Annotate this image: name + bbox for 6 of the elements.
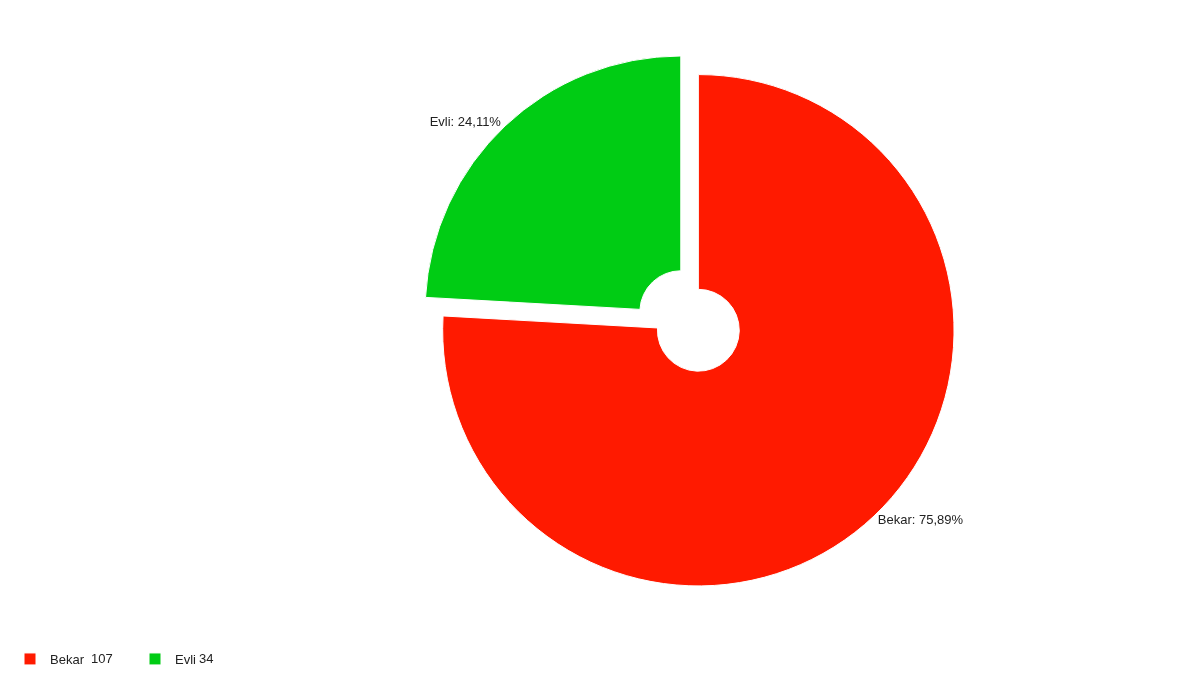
legend-label: Bekar bbox=[50, 652, 85, 668]
legend-label: Evli bbox=[175, 652, 197, 668]
text: 34 bbox=[199, 651, 214, 666]
data-label: Bekar: 75,89% bbox=[877, 512, 964, 528]
data-label: Evli: 24,11% bbox=[429, 114, 502, 130]
text: 107 bbox=[91, 651, 113, 666]
